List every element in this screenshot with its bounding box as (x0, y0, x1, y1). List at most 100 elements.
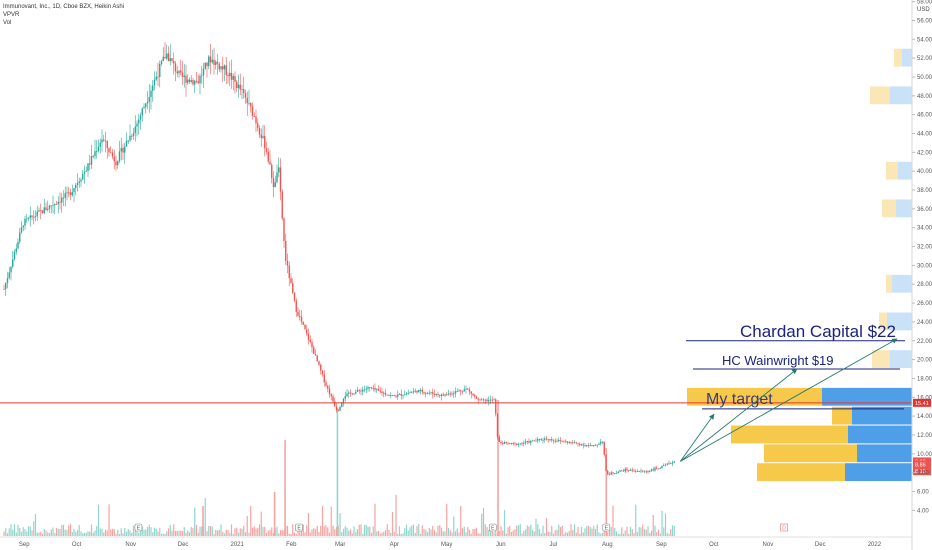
volume-bar (470, 533, 472, 536)
volume-bar (125, 531, 128, 536)
volume-bar (451, 532, 453, 536)
candle-body (661, 465, 663, 469)
volume-bar (517, 525, 520, 536)
volume-bar (607, 532, 609, 536)
candle-body (12, 259, 14, 267)
candle-body (523, 442, 525, 444)
candle-body (577, 443, 579, 445)
candle-body (300, 316, 303, 322)
volume-bar (558, 524, 560, 536)
candle-body (503, 442, 506, 444)
symbol-title[interactable]: Immunovant, Inc., 1D, Cboe BZX, Heikin A… (3, 4, 125, 10)
candle-body (334, 401, 336, 407)
candle-body (376, 389, 378, 390)
volume-bar (503, 510, 506, 536)
candle-body (587, 445, 590, 446)
volume-bar (430, 529, 432, 536)
candle-body (474, 395, 476, 397)
volume-bar (97, 504, 100, 536)
price-tick-label: 56.00 (917, 18, 932, 24)
vpvr-indicator-label[interactable]: VPVR (3, 12, 20, 18)
candle-body (225, 65, 227, 75)
candle-body (244, 93, 247, 98)
volume-bar (101, 528, 103, 536)
vp-bar-down (764, 444, 857, 463)
volume-bar (554, 530, 556, 536)
volume-bar (166, 531, 168, 536)
volume-bar (435, 532, 437, 536)
candle-body (97, 146, 100, 152)
candle-body (192, 80, 194, 85)
candle-body (101, 139, 103, 143)
volume-bar (10, 524, 12, 536)
volume-bar (99, 528, 101, 536)
volume-bar (143, 529, 145, 536)
candle-body (633, 470, 635, 472)
volume-bar (276, 526, 278, 536)
volume-bar (657, 529, 660, 536)
volume-bar (80, 531, 82, 536)
volume-bar (325, 525, 327, 536)
volume-bar (475, 527, 478, 536)
volume-bar (594, 528, 597, 536)
candle-body (603, 441, 605, 455)
time-tick-label: Aug (602, 542, 613, 548)
vp-bar-up (898, 161, 912, 180)
candle-body (199, 75, 201, 84)
volume-bar (104, 529, 107, 536)
candle-body (265, 148, 268, 152)
volume-bar (127, 529, 129, 536)
candle-body (412, 391, 415, 393)
vp-bar-down (886, 274, 892, 293)
candle-body (351, 393, 353, 395)
volume-bar (416, 526, 418, 536)
volume-indicator-label[interactable]: Vol (3, 20, 12, 26)
time-tick-label: 2022 (868, 542, 882, 548)
candle-body (3, 288, 5, 290)
volume-bar (454, 531, 457, 536)
volume-bar (286, 525, 289, 536)
price-tick-label: 4.00 (917, 508, 929, 514)
candle-body (19, 232, 21, 242)
price-tick-label: 44.00 (917, 132, 932, 138)
candle-body (209, 56, 212, 63)
candle-body (477, 398, 479, 400)
candle-body (307, 333, 310, 340)
candle-body (269, 161, 271, 165)
volume-bar (250, 505, 252, 536)
candle-body (460, 390, 462, 392)
candle-body (619, 470, 621, 472)
earnings-marker-label: E (297, 526, 301, 532)
volume-bar (661, 510, 663, 536)
candle-body (505, 442, 507, 443)
candle-body (71, 191, 73, 196)
volume-bar (404, 528, 406, 536)
volume-bar (531, 529, 534, 536)
vp-bar-up (890, 350, 912, 369)
candle-body (535, 440, 537, 442)
candle-body (295, 300, 297, 312)
candle-body (167, 53, 170, 62)
candle-body (118, 151, 121, 162)
volume-bar (409, 527, 411, 536)
candle-body (62, 197, 65, 199)
candle-body (232, 76, 234, 80)
candle-body (278, 167, 280, 173)
volume-bar (647, 526, 649, 536)
volume-bar (664, 513, 667, 536)
candle-body (559, 439, 562, 441)
volume-bar (265, 532, 268, 536)
candle-body (194, 80, 196, 85)
candle-body (8, 272, 10, 279)
candle-body (159, 63, 161, 77)
volume-bar (38, 532, 40, 536)
volume-bar (279, 530, 282, 536)
volume-bar (460, 506, 462, 536)
candle-body (272, 178, 275, 188)
chardan-label: Chardan Capital $22 (740, 322, 896, 341)
candle-body (92, 155, 94, 157)
candle-body (83, 171, 86, 174)
candle-body (113, 156, 115, 162)
volume-bar (467, 527, 469, 536)
